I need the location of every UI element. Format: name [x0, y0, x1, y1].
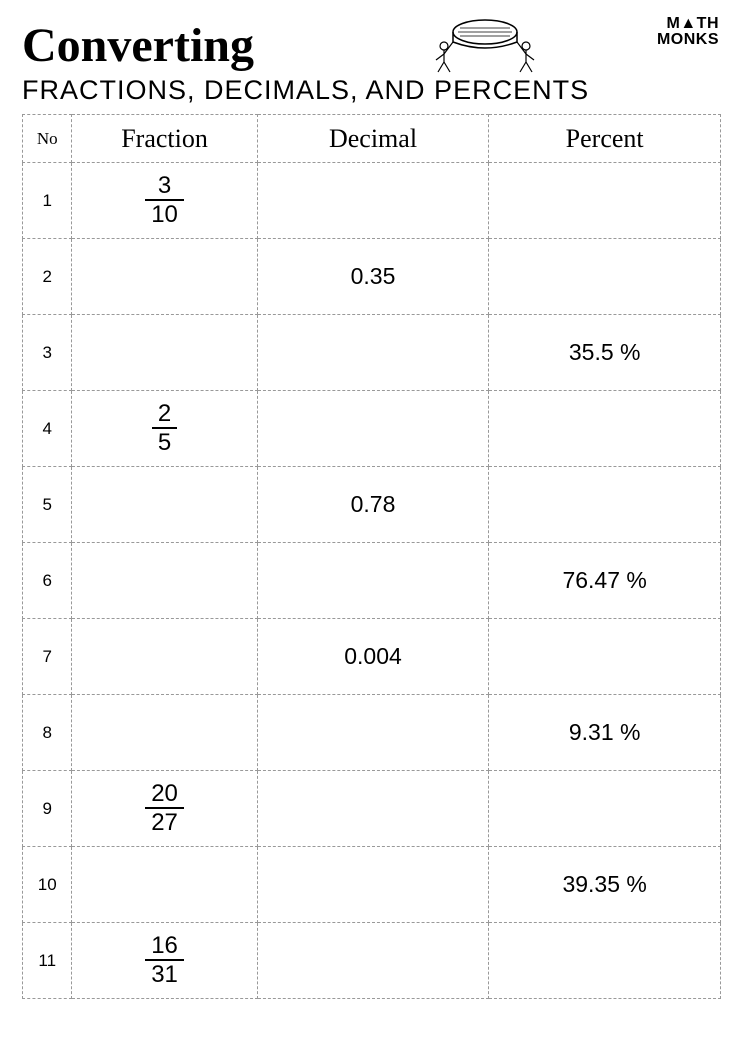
row-number: 7	[23, 619, 72, 695]
row-number: 5	[23, 467, 72, 543]
table-row: 1 310	[23, 163, 721, 239]
fraction-denominator: 10	[145, 199, 184, 227]
decimal-cell[interactable]	[257, 543, 489, 619]
fraction-cell[interactable]	[72, 695, 257, 771]
fraction-value: 2027	[145, 781, 184, 835]
fraction-denominator: 27	[145, 807, 184, 835]
table-row: 20.35	[23, 239, 721, 315]
table-row: 11 1631	[23, 923, 721, 999]
fraction-value: 1631	[145, 933, 184, 987]
row-number: 10	[23, 847, 72, 923]
row-number: 9	[23, 771, 72, 847]
fraction-cell[interactable]: 2027	[72, 771, 257, 847]
row-number: 3	[23, 315, 72, 391]
decimal-cell[interactable]	[257, 847, 489, 923]
row-number: 8	[23, 695, 72, 771]
fraction-value: 25	[152, 401, 177, 455]
percent-cell[interactable]	[489, 467, 721, 543]
fraction-denominator: 31	[145, 959, 184, 987]
percent-cell[interactable]: 9.31 %	[489, 695, 721, 771]
header-fraction: Fraction	[72, 115, 257, 163]
percent-cell[interactable]	[489, 619, 721, 695]
fraction-value: 310	[145, 173, 184, 227]
fraction-cell[interactable]	[72, 467, 257, 543]
percent-cell[interactable]	[489, 391, 721, 467]
table-row: 3 35.5 %	[23, 315, 721, 391]
percent-cell[interactable]	[489, 923, 721, 999]
logo-line2: MONKS	[657, 32, 719, 48]
page-subtitle: FRACTIONS, DECIMALS, AND PERCENTS	[22, 75, 721, 106]
fraction-cell[interactable]: 25	[72, 391, 257, 467]
header-no: No	[23, 115, 72, 163]
decimal-cell[interactable]	[257, 923, 489, 999]
conversion-table: No Fraction Decimal Percent 131020.35335…	[22, 114, 721, 999]
row-number: 6	[23, 543, 72, 619]
decimal-cell[interactable]: 0.78	[257, 467, 489, 543]
table-header-row: No Fraction Decimal Percent	[23, 115, 721, 163]
fraction-cell[interactable]: 310	[72, 163, 257, 239]
header-decimal: Decimal	[257, 115, 489, 163]
fraction-numerator: 2	[152, 401, 177, 427]
page-title: Converting	[22, 18, 721, 73]
table-row: 6 76.47 %	[23, 543, 721, 619]
carrying-illustration	[420, 14, 550, 74]
percent-cell[interactable]	[489, 163, 721, 239]
header-percent: Percent	[489, 115, 721, 163]
row-number: 1	[23, 163, 72, 239]
percent-cell[interactable]: 35.5 %	[489, 315, 721, 391]
table-row: 50.78	[23, 467, 721, 543]
decimal-cell[interactable]	[257, 695, 489, 771]
fraction-cell[interactable]	[72, 315, 257, 391]
fraction-denominator: 5	[152, 427, 177, 455]
row-number: 4	[23, 391, 72, 467]
decimal-cell[interactable]	[257, 163, 489, 239]
fraction-numerator: 16	[145, 933, 184, 959]
table-row: 7 0.004	[23, 619, 721, 695]
decimal-cell[interactable]: 0.35	[257, 239, 489, 315]
row-number: 2	[23, 239, 72, 315]
brand-logo: M▲TH MONKS	[657, 16, 719, 48]
row-number: 11	[23, 923, 72, 999]
table-row: 8 9.31 %	[23, 695, 721, 771]
percent-cell[interactable]	[489, 771, 721, 847]
decimal-cell[interactable]: 0.004	[257, 619, 489, 695]
fraction-cell[interactable]	[72, 543, 257, 619]
fraction-numerator: 3	[145, 173, 184, 199]
percent-cell[interactable]: 76.47 %	[489, 543, 721, 619]
table-row: 10 39.35 %	[23, 847, 721, 923]
fraction-cell[interactable]	[72, 847, 257, 923]
fraction-cell[interactable]	[72, 619, 257, 695]
table-row: 4 25	[23, 391, 721, 467]
percent-cell[interactable]: 39.35 %	[489, 847, 721, 923]
decimal-cell[interactable]	[257, 771, 489, 847]
table-row: 9 2027	[23, 771, 721, 847]
decimal-cell[interactable]	[257, 391, 489, 467]
fraction-numerator: 20	[145, 781, 184, 807]
percent-cell[interactable]	[489, 239, 721, 315]
fraction-cell[interactable]: 1631	[72, 923, 257, 999]
decimal-cell[interactable]	[257, 315, 489, 391]
fraction-cell[interactable]	[72, 239, 257, 315]
logo-line1: M▲TH	[657, 16, 719, 32]
